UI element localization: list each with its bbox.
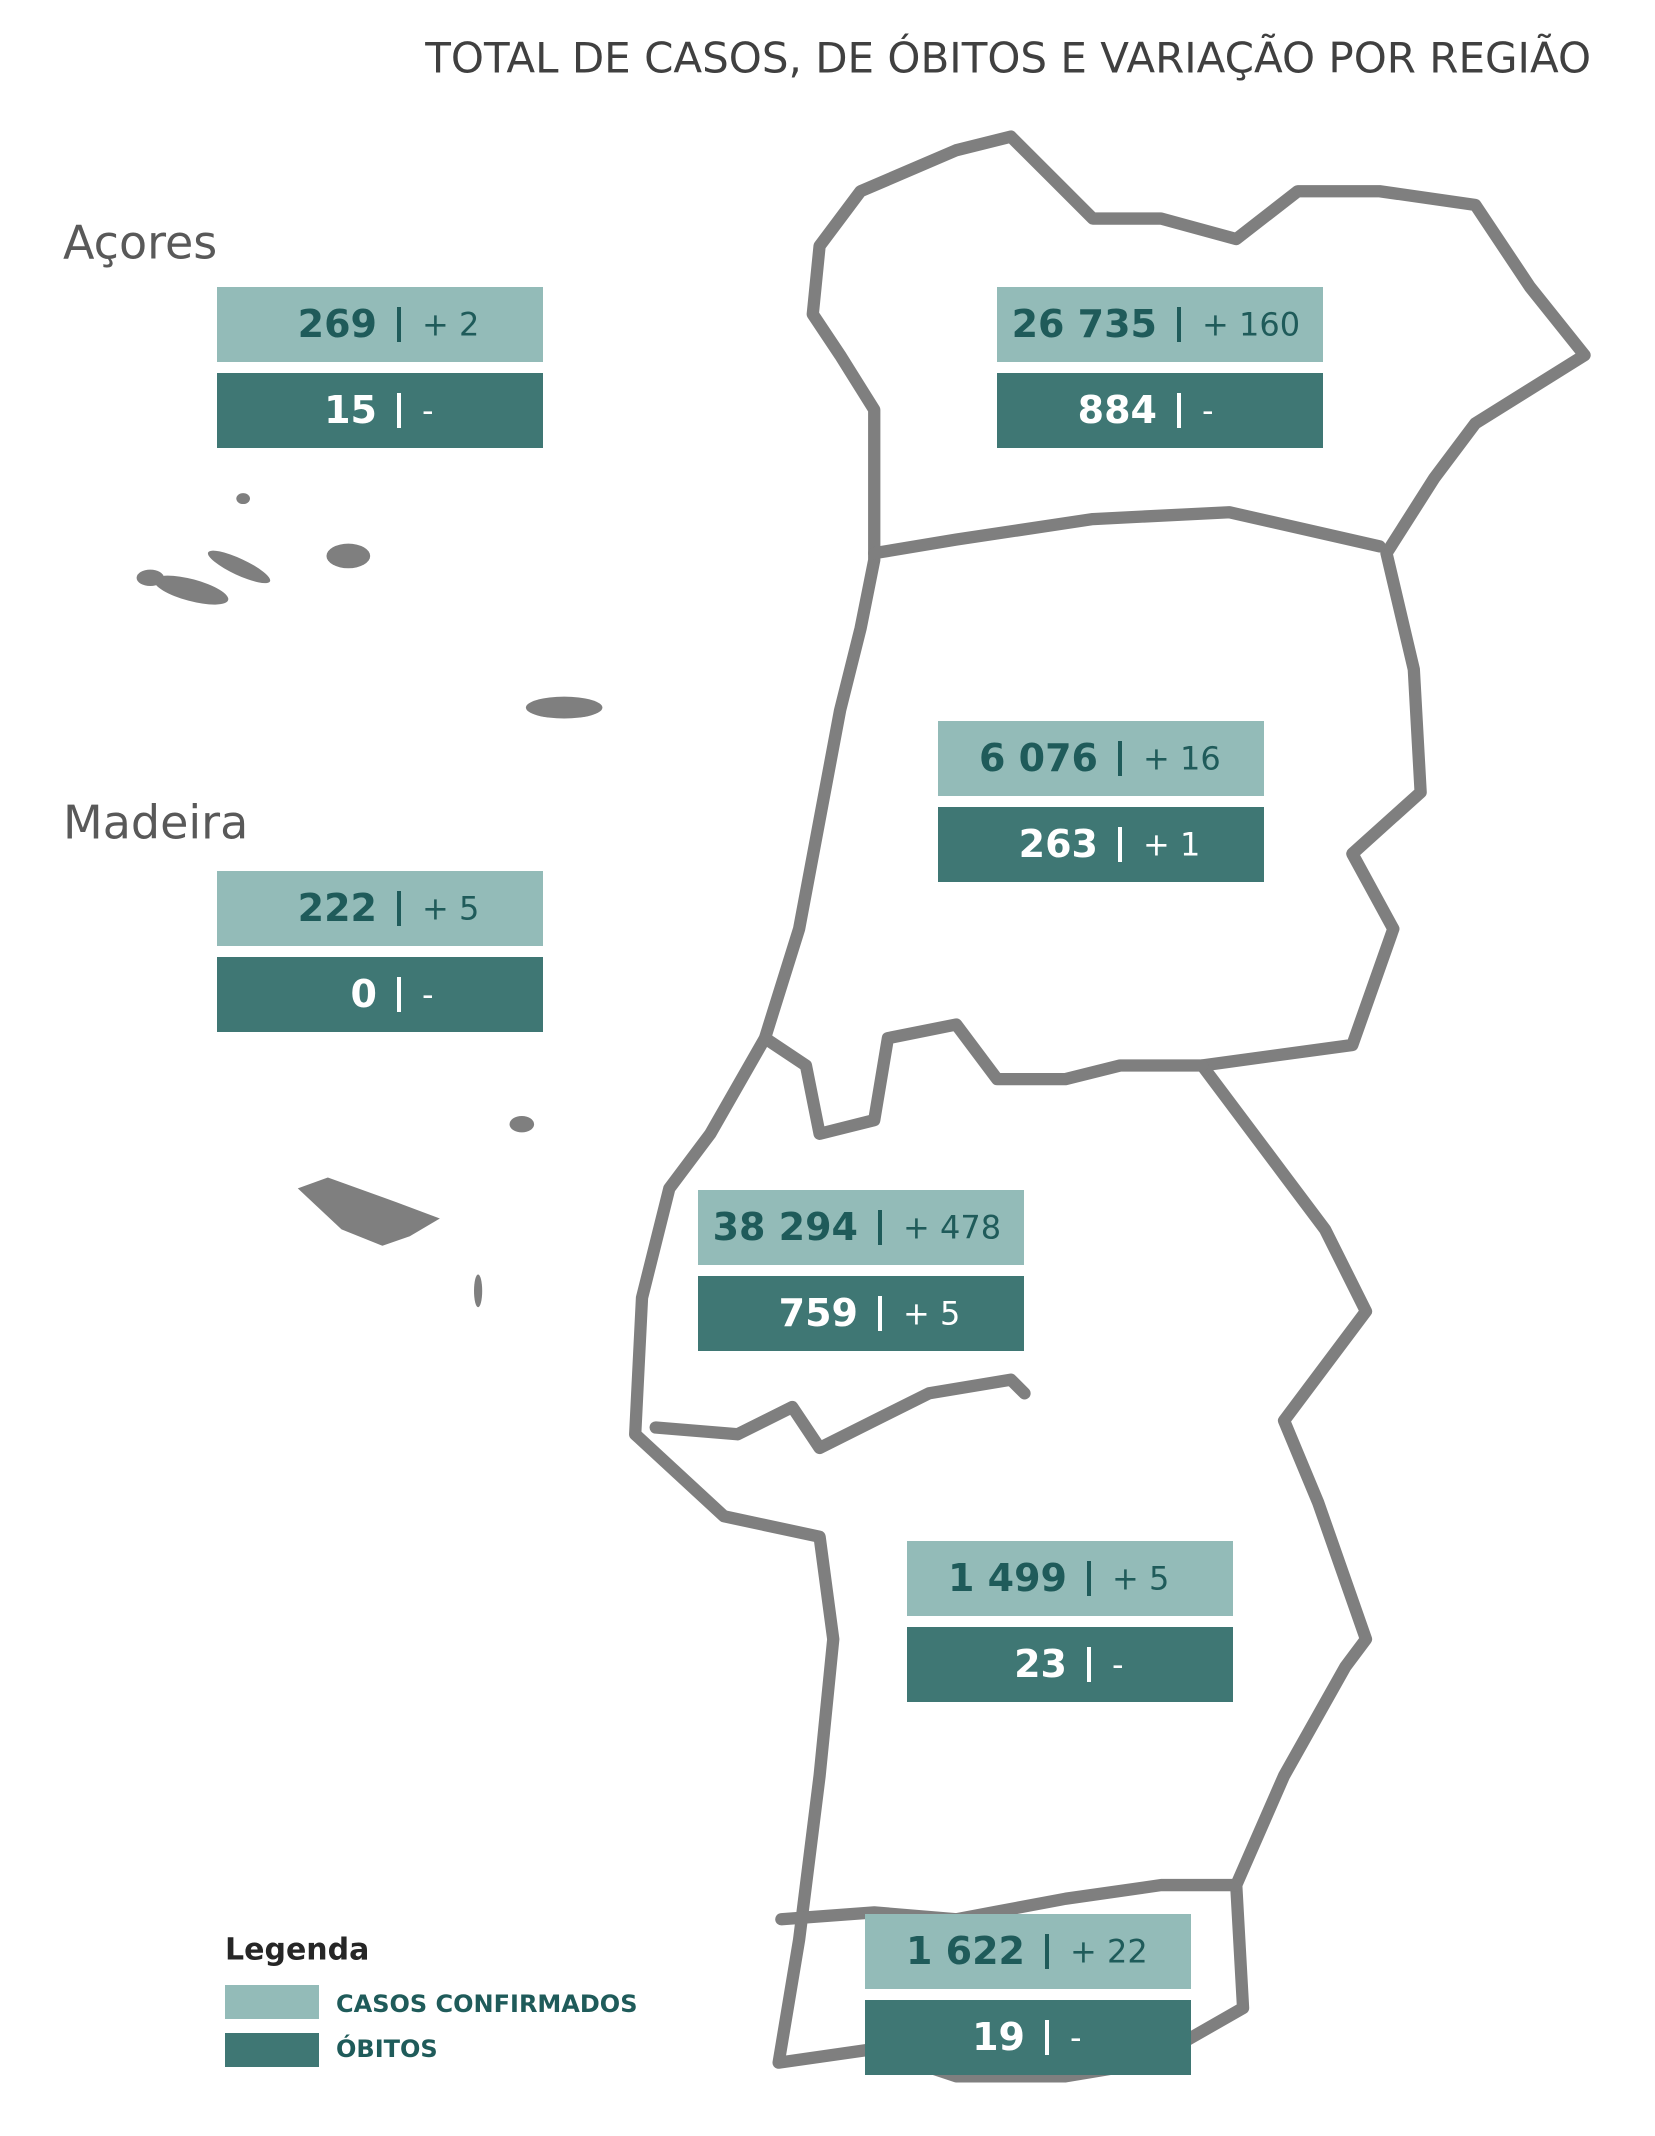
- region-box: [997, 287, 1323, 362]
- legend-label: ÓBITOS: [336, 2033, 438, 2063]
- legend-swatch: [225, 1985, 319, 2019]
- border-lvt-alentejo: [649, 1373, 1031, 1455]
- region-box: [938, 807, 1264, 882]
- region-deaths: 759: [779, 1291, 858, 1335]
- region-cases: 269: [298, 302, 377, 346]
- page-title: TOTAL DE CASOS, DE ÓBITOS E VARIAÇÃO POR…: [424, 33, 1591, 83]
- region-cases: 38 294: [713, 1205, 858, 1249]
- region-box: [217, 871, 543, 946]
- region-cases-change: + 5: [422, 890, 479, 928]
- region-deaths: 263: [1019, 822, 1098, 866]
- legend-swatch: [225, 2033, 319, 2067]
- region-deaths: 0: [351, 972, 377, 1016]
- island-madeira: [297, 1177, 440, 1246]
- region-deaths-change: -: [422, 392, 434, 430]
- region-cases-change: + 2: [422, 306, 479, 344]
- border-norte-centro: [868, 506, 1386, 560]
- region-deaths-change: -: [1202, 392, 1214, 430]
- region-deaths-change: + 1: [1143, 826, 1200, 864]
- island-label: Madeira: [63, 796, 248, 850]
- island: [207, 550, 271, 584]
- island: [525, 696, 603, 719]
- region-cases: 26 735: [1012, 302, 1157, 346]
- legend-title: Legenda: [225, 1933, 369, 1968]
- border-centro-lvt: [758, 1018, 1209, 1140]
- region-deaths: 15: [324, 388, 377, 432]
- legend-label: CASOS CONFIRMADOS: [336, 1990, 638, 2018]
- region-cases-change: + 478: [903, 1209, 1001, 1247]
- island: [509, 1116, 535, 1133]
- region-box: [217, 957, 543, 1032]
- island: [474, 1274, 483, 1308]
- region-box: [698, 1190, 1024, 1265]
- island-label: Açores: [63, 216, 217, 270]
- region-deaths-change: + 5: [903, 1295, 960, 1333]
- region-cases: 1 499: [948, 1556, 1067, 1600]
- region-box: [217, 287, 543, 362]
- island: [136, 569, 164, 587]
- region-cases-change: + 16: [1143, 740, 1221, 778]
- legend: Legenda CASOS CONFIRMADOS ÓBITOS: [225, 1933, 638, 2067]
- region-cases: 222: [298, 886, 377, 930]
- mainland-outline: [629, 130, 1591, 2083]
- region-cases: 6 076: [979, 736, 1098, 780]
- region-deaths: 23: [1014, 1642, 1067, 1686]
- border-alentejo-algarve: [775, 1878, 1243, 1926]
- region-deaths-change: -: [1112, 1646, 1124, 1684]
- region-cases-change: + 160: [1202, 306, 1300, 344]
- region-deaths-change: -: [1070, 2019, 1082, 2057]
- region-box: [865, 2000, 1191, 2075]
- region-box: [217, 373, 543, 448]
- map-outline: [136, 130, 1591, 2083]
- island: [236, 493, 250, 505]
- region-deaths: 19: [972, 2015, 1025, 2059]
- region-deaths: 884: [1078, 388, 1157, 432]
- island: [326, 543, 371, 569]
- island: [154, 575, 229, 605]
- region-cases-change: + 22: [1070, 1933, 1148, 1971]
- region-box: [938, 721, 1264, 796]
- region-cases: 1 622: [906, 1929, 1025, 1973]
- region-box: [698, 1276, 1024, 1351]
- region-deaths-change: -: [422, 976, 434, 1014]
- region-box: [865, 1914, 1191, 1989]
- region-box: [997, 373, 1323, 448]
- region-box: [907, 1627, 1233, 1702]
- region-cases-change: + 5: [1112, 1560, 1169, 1598]
- region-box: [907, 1541, 1233, 1616]
